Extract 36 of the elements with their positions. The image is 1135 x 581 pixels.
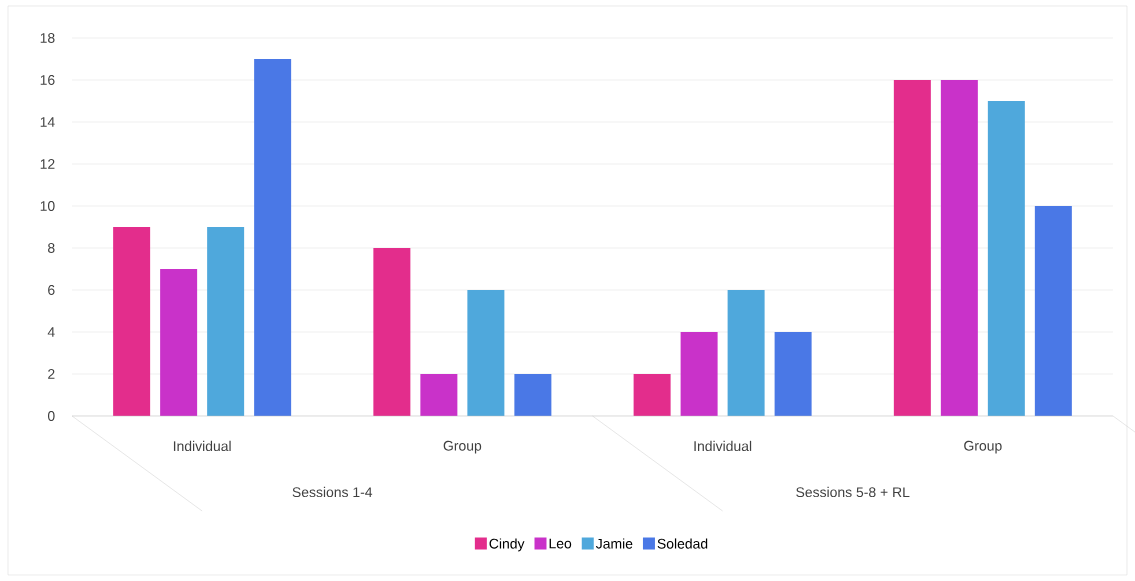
bar bbox=[940, 79, 978, 416]
bar bbox=[420, 373, 458, 416]
bar bbox=[633, 373, 671, 416]
bar bbox=[893, 79, 931, 416]
text: Sessions 1-4 bbox=[292, 486, 373, 498]
bar bbox=[774, 331, 812, 416]
legend-label: Soledad bbox=[657, 538, 708, 549]
bar bbox=[373, 247, 411, 416]
y-tick-label: 16 bbox=[40, 75, 55, 85]
y-tick-label: 2 bbox=[48, 369, 55, 379]
bar bbox=[987, 100, 1025, 416]
bar bbox=[727, 289, 765, 416]
y-tick-label: 0 bbox=[47, 411, 55, 421]
bar bbox=[254, 58, 292, 416]
x-tick-label: Individual bbox=[173, 440, 231, 452]
legend-label: Cindy bbox=[489, 538, 525, 552]
y-tick-label: 18 bbox=[40, 33, 55, 43]
x-tick-label: Group bbox=[964, 440, 1002, 454]
y-tick-label: 4 bbox=[47, 327, 55, 337]
legend-label: Leo bbox=[549, 538, 572, 549]
y-tick-label: 6 bbox=[48, 285, 55, 295]
text: Sessions 5-8 + RL bbox=[796, 486, 910, 498]
y-tick-label: 10 bbox=[40, 201, 55, 211]
x-tick-label: Individual bbox=[694, 440, 752, 452]
bar bbox=[680, 331, 718, 416]
bar bbox=[467, 289, 505, 416]
bar bbox=[113, 226, 151, 416]
legend-label: Jamie bbox=[595, 538, 633, 549]
y-tick-label: 12 bbox=[40, 159, 55, 169]
bar bbox=[207, 226, 245, 416]
y-tick-label: 8 bbox=[48, 243, 55, 253]
bar bbox=[514, 373, 552, 416]
bar bbox=[160, 268, 198, 416]
x-tick-label: Group bbox=[443, 440, 482, 454]
y-tick-label: 14 bbox=[40, 117, 55, 127]
bar bbox=[1034, 205, 1072, 416]
